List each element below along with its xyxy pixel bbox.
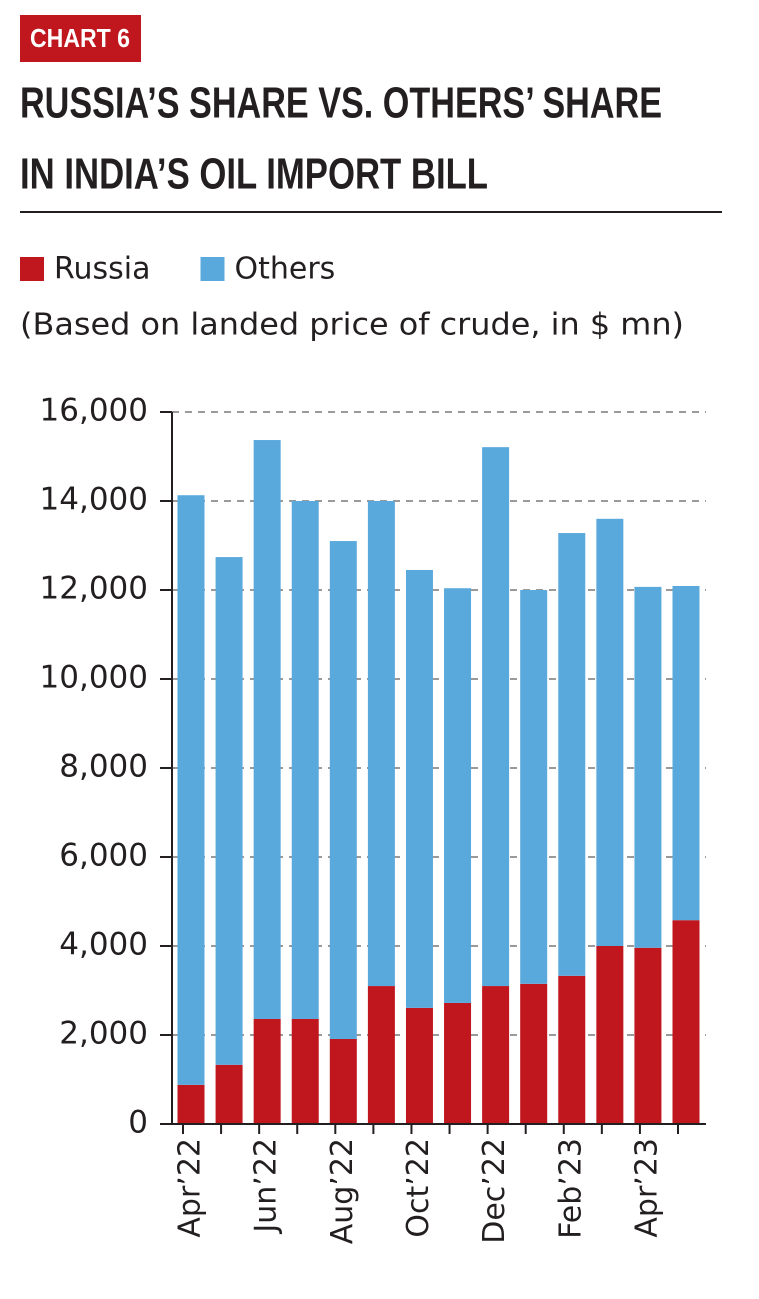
x-tick-label: Apr’23 (629, 1138, 664, 1238)
bar-segment (177, 1084, 205, 1124)
y-tick-label: 14,000 (40, 482, 148, 518)
bar-segment (405, 1007, 433, 1124)
y-tick-label: 2,000 (59, 1016, 148, 1052)
bar-segment (444, 1002, 472, 1124)
y-tick-label: 16,000 (40, 393, 148, 429)
y-tick-label: 0 (128, 1105, 148, 1141)
bar-segment (291, 1018, 319, 1124)
title-line: IN INDIA’S OIL IMPORT BILL (20, 150, 488, 199)
bar-segment (596, 946, 624, 1124)
x-tick-label: Aug’22 (325, 1138, 360, 1244)
bar-segment (520, 590, 548, 984)
x-tick-label: Apr’22 (173, 1138, 208, 1238)
bar-segment (291, 501, 319, 1019)
bar-segment (634, 586, 662, 948)
legend-label: Russia (54, 252, 151, 287)
title-line: RUSSIA’S SHARE VS. OTHERS’ SHARE (20, 79, 662, 128)
bar-segment (672, 585, 700, 921)
bar-segment (558, 533, 586, 976)
bar-segment (444, 588, 472, 1003)
bar-segment (520, 983, 548, 1124)
subtitle: (Based on landed price of crude, in $ mn… (20, 308, 684, 343)
x-tick-label: Dec’22 (477, 1138, 512, 1244)
tag-box (20, 15, 141, 62)
bar-segment (253, 1018, 281, 1124)
bar-segment (367, 501, 395, 987)
y-tick-label: 8,000 (59, 749, 148, 785)
bar-segment (596, 518, 624, 946)
bar-segment (405, 569, 433, 1008)
bar-segment (558, 975, 586, 1124)
bar-segment (253, 440, 281, 1019)
bar-segment (329, 1039, 357, 1124)
bar-segment (215, 557, 243, 1065)
bar-segment (367, 986, 395, 1124)
x-tick-label: Feb’23 (553, 1138, 588, 1239)
bar-segment (215, 1064, 243, 1124)
bar-segment (482, 447, 510, 987)
bar-segment (672, 920, 700, 1124)
y-tick-label: 6,000 (59, 838, 148, 874)
x-tick-label: Oct’22 (401, 1138, 436, 1238)
legend-label: Others (235, 252, 336, 287)
legend-swatch (20, 257, 44, 281)
tag: CHART 6 (30, 23, 130, 53)
bar-segment (177, 495, 205, 1085)
bar-segment (482, 986, 510, 1124)
y-tick-label: 12,000 (40, 571, 148, 607)
bar-segment (329, 541, 357, 1040)
y-tick-label: 4,000 (59, 927, 148, 963)
y-tick-label: 10,000 (40, 660, 148, 696)
legend-swatch (200, 257, 225, 281)
bar-segment (634, 947, 662, 1124)
x-tick-label: Jun’22 (249, 1138, 284, 1235)
